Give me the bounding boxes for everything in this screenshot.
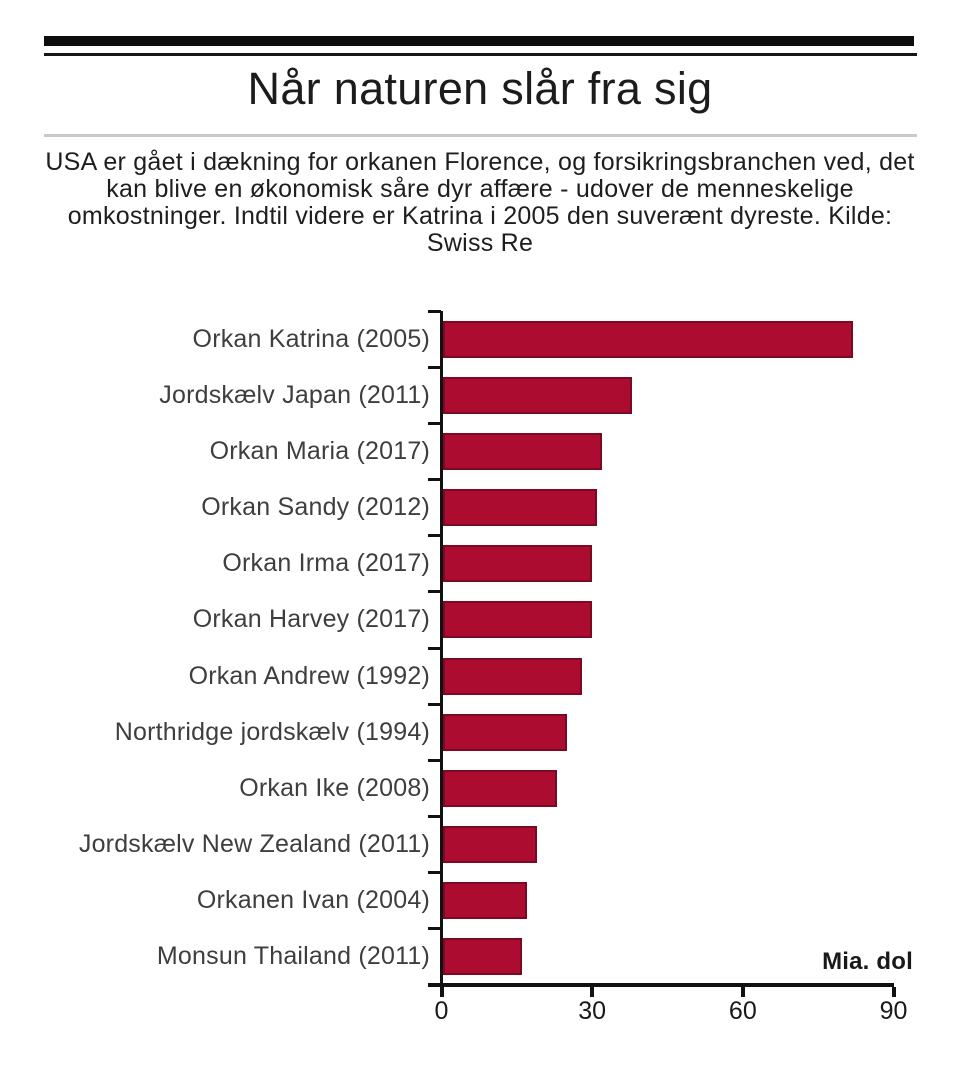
chart-row: Orkan Maria (2017) — [0, 423, 960, 479]
bar — [443, 489, 598, 527]
category-label: Monsun Thailand (2011) — [156, 942, 430, 971]
bar — [443, 713, 568, 751]
category-label: Jordskælv Japan (2011) — [159, 380, 430, 409]
chart-row: Orkan Sandy (2012) — [0, 480, 960, 536]
bar — [443, 657, 583, 695]
chart-row: Orkan Andrew (1992) — [0, 648, 960, 704]
x-axis-tick — [740, 987, 745, 997]
category-label: Orkan Maria (2017) — [209, 436, 430, 465]
x-axis-tick-label: 60 — [728, 997, 757, 1025]
y-axis-tick — [428, 927, 441, 931]
category-label: Northridge jordskælv (1994) — [114, 717, 430, 746]
y-axis-tick — [428, 421, 441, 425]
y-axis-tick — [428, 534, 441, 538]
bar — [443, 545, 593, 583]
bar — [443, 320, 854, 358]
chart-subtitle: USA er gået i dækning for orkanen Floren… — [45, 148, 915, 257]
x-axis-tick — [439, 987, 444, 997]
category-label: Orkanen Ivan (2004) — [196, 886, 430, 915]
bar — [443, 432, 603, 470]
chart-row: Jordskælv New Zealand (2011) — [0, 817, 960, 873]
chart-row: Orkan Katrina (2005) — [0, 311, 960, 367]
y-axis-tick — [428, 758, 441, 762]
x-axis-tick-label: 0 — [434, 997, 449, 1025]
chart-row: Orkan Ike (2008) — [0, 760, 960, 816]
category-label: Orkan Katrina (2005) — [192, 324, 430, 353]
y-axis-tick — [428, 702, 441, 706]
x-axis-tick — [891, 987, 896, 997]
bar — [443, 376, 633, 414]
category-label: Orkan Andrew (1992) — [188, 661, 430, 690]
y-axis-tick — [428, 478, 441, 481]
chart-row: Orkanen Ivan (2004) — [0, 873, 960, 929]
category-label: Orkan Irma (2017) — [222, 549, 430, 578]
bar — [443, 769, 557, 807]
y-axis-tick — [428, 365, 441, 369]
category-label: Orkan Sandy (2012) — [201, 493, 430, 522]
chart-title: Når naturen slår fra sig — [247, 63, 713, 114]
chart-row: Monsun Thailand (2011) — [0, 929, 960, 985]
x-axis-tick-label: 90 — [879, 997, 908, 1025]
y-axis-tick — [428, 590, 441, 594]
bar — [443, 938, 522, 976]
chart-row: Orkan Irma (2017) — [0, 536, 960, 592]
bar — [443, 601, 593, 639]
x-axis-line — [428, 983, 894, 987]
chart-row: Jordskælv Japan (2011) — [0, 367, 960, 423]
y-axis-tick — [428, 815, 441, 818]
chart-row: Northridge jordskælv (1994) — [0, 704, 960, 760]
y-axis-tick — [428, 871, 441, 875]
top-rule-thin — [44, 53, 917, 56]
title-divider — [44, 134, 917, 137]
bar — [443, 826, 537, 864]
category-label: Orkan Ike (2008) — [239, 773, 430, 802]
x-axis-tick — [590, 987, 595, 997]
y-axis-tick — [428, 646, 441, 650]
category-label: Orkan Harvey (2017) — [192, 605, 430, 634]
chart-row: Orkan Harvey (2017) — [0, 592, 960, 648]
y-axis-line — [440, 311, 443, 985]
y-axis-tick — [428, 309, 441, 313]
x-axis-unit-label: Mia. dol — [822, 948, 913, 975]
category-label: Jordskælv New Zealand (2011) — [78, 830, 430, 859]
x-axis-tick-label: 30 — [578, 997, 607, 1025]
top-rule-thick — [44, 36, 914, 46]
bar — [443, 882, 527, 920]
